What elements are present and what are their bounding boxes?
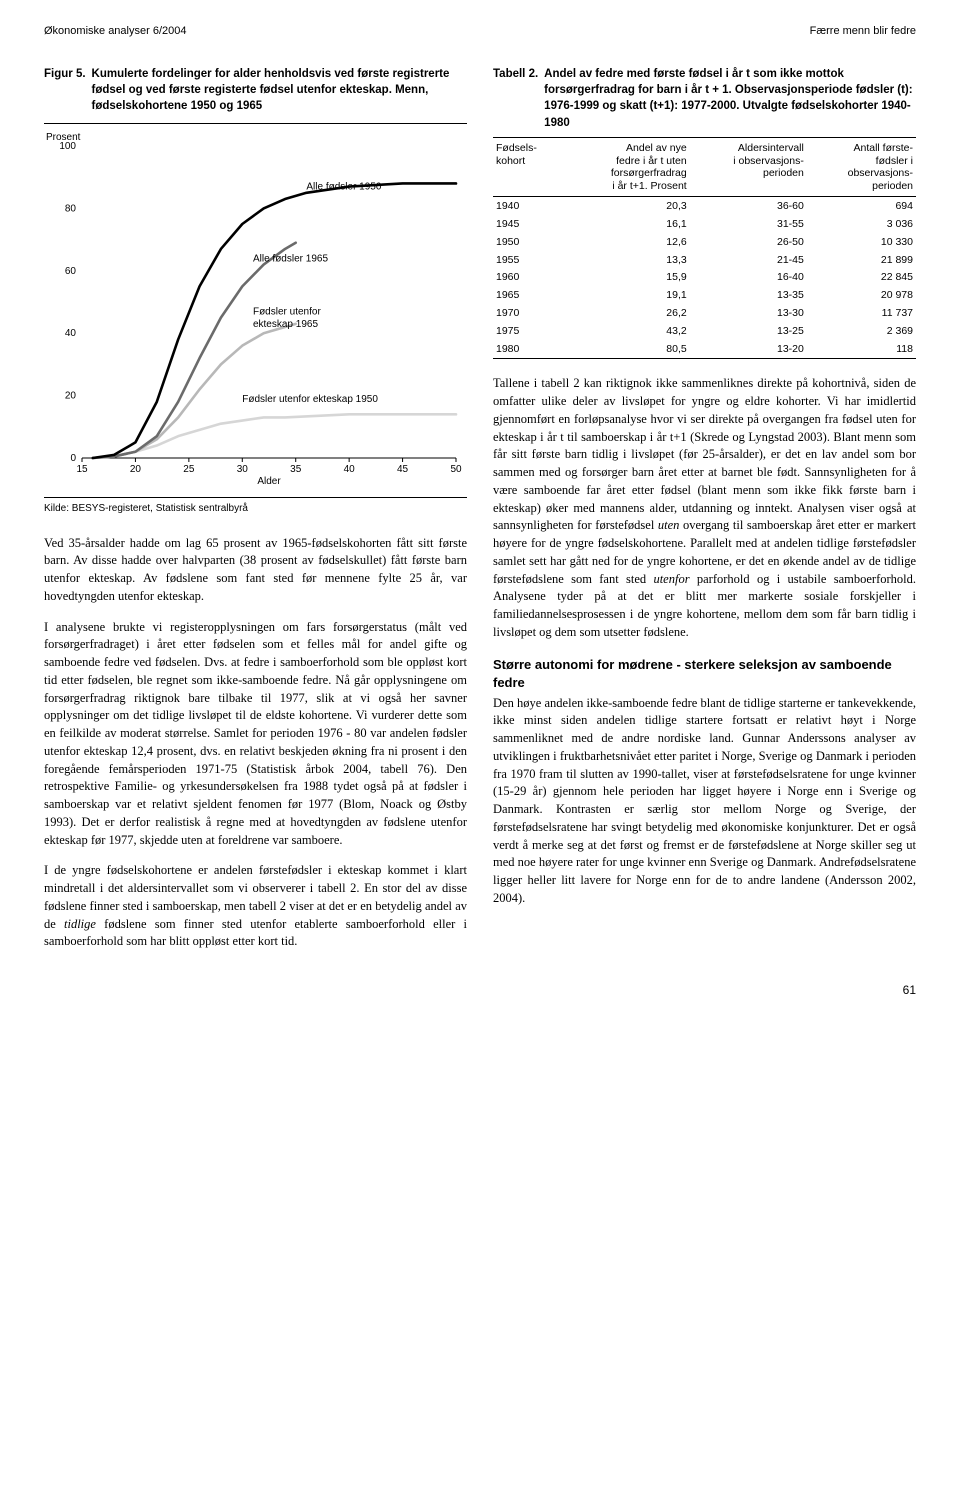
section-heading: Større autonomi for mødrene - sterkere s… (493, 656, 916, 693)
table-cell: 20,3 (565, 197, 690, 215)
svg-text:80: 80 (65, 203, 77, 214)
table-cell: 13,3 (565, 251, 690, 269)
table-cell: 1940 (493, 197, 565, 215)
header-right: Færre menn blir fedre (810, 24, 916, 40)
svg-text:30: 30 (237, 464, 249, 475)
table-cell: 2 369 (807, 323, 916, 341)
table-col-header: Aldersintervalli observasjons-perioden (690, 137, 807, 196)
table-cell: 20 978 (807, 287, 916, 305)
table-cell: 13-20 (690, 341, 807, 359)
table-cell: 43,2 (565, 323, 690, 341)
table-cell: 1955 (493, 251, 565, 269)
running-header: Økonomiske analyser 6/2004 Færre menn bl… (44, 24, 916, 40)
table-cell: 31-55 (690, 215, 807, 233)
svg-text:Fødsler utenfor ekteskap 1950: Fødsler utenfor ekteskap 1950 (242, 393, 378, 404)
table-cell: 11 737 (807, 305, 916, 323)
svg-text:Alle fødsler 1950: Alle fødsler 1950 (306, 181, 381, 192)
table-cell: 1965 (493, 287, 565, 305)
table-cell: 16-40 (690, 269, 807, 287)
table-row: 198080,513-20118 (493, 341, 916, 359)
table-cell: 13-25 (690, 323, 807, 341)
table-row: 195513,321-4521 899 (493, 251, 916, 269)
table-cell: 16,1 (565, 215, 690, 233)
table-header-row: Fødsels-kohortAndel av nyefedre i år t u… (493, 137, 916, 196)
table-cell: 36-60 (690, 197, 807, 215)
svg-text:40: 40 (65, 328, 77, 339)
data-table: Fødsels-kohortAndel av nyefedre i år t u… (493, 137, 916, 360)
table-cell: 19,1 (565, 287, 690, 305)
paragraph: Den høye andelen ikke-samboende fedre bl… (493, 695, 916, 908)
table-cell: 12,6 (565, 233, 690, 251)
two-column-layout: Figur 5. Kumulerte fordelinger for alder… (44, 66, 916, 964)
table-cell: 13-35 (690, 287, 807, 305)
right-body-text-1: Tallene i tabell 2 kan riktignok ikke sa… (493, 375, 916, 641)
table-cell: 10 330 (807, 233, 916, 251)
svg-text:40: 40 (344, 464, 356, 475)
table-cell: 1980 (493, 341, 565, 359)
table-cell: 118 (807, 341, 916, 359)
svg-text:Fødsler utenfor: Fødsler utenfor (253, 306, 321, 317)
figure-caption: Kumulerte fordelinger for alder henholds… (92, 66, 467, 115)
svg-text:20: 20 (130, 464, 142, 475)
left-body-text: Ved 35-årsalder hadde om lag 65 prosent … (44, 535, 467, 952)
table-row: 195012,626-5010 330 (493, 233, 916, 251)
table-cell: 1970 (493, 305, 565, 323)
table-row: 194020,336-60694 (493, 197, 916, 215)
svg-text:0: 0 (70, 453, 76, 464)
figure-source: Kilde: BESYS-registeret, Statistisk sent… (44, 502, 467, 516)
table-col-header: Andel av nyefedre i år t utenforsørgerfr… (565, 137, 690, 196)
table-row: 196015,916-4022 845 (493, 269, 916, 287)
table-col-header: Antall første-fødsler iobservasjons-peri… (807, 137, 916, 196)
paragraph: I analysene brukte vi registeropplysning… (44, 619, 467, 850)
table-cell: 80,5 (565, 341, 690, 359)
svg-text:100: 100 (59, 141, 76, 152)
table-row: 197543,213-252 369 (493, 323, 916, 341)
table-cell: 26,2 (565, 305, 690, 323)
table-row: 194516,131-553 036 (493, 215, 916, 233)
table-cell: 13-30 (690, 305, 807, 323)
table-cell: 15,9 (565, 269, 690, 287)
svg-text:Alle fødsler 1965: Alle fødsler 1965 (253, 253, 328, 264)
table-cell: 1950 (493, 233, 565, 251)
paragraph: Tallene i tabell 2 kan riktignok ikke sa… (493, 375, 916, 641)
svg-text:ekteskap 1965: ekteskap 1965 (253, 319, 318, 330)
paragraph: I de yngre fødselskohortene er andelen f… (44, 862, 467, 951)
right-body-text-2: Den høye andelen ikke-samboende fedre bl… (493, 695, 916, 908)
table-number: Tabell 2. (493, 66, 538, 131)
right-column: Tabell 2. Andel av fedre med første føds… (493, 66, 916, 964)
svg-text:45: 45 (397, 464, 409, 475)
page-number: 61 (44, 982, 916, 999)
table-cell: 694 (807, 197, 916, 215)
table-cell: 1945 (493, 215, 565, 233)
svg-text:15: 15 (76, 464, 88, 475)
figure-chart: Prosent0204060801001520253035404550Alder… (44, 123, 467, 499)
figure-number: Figur 5. (44, 66, 86, 115)
svg-text:25: 25 (183, 464, 195, 475)
header-left: Økonomiske analyser 6/2004 (44, 24, 186, 40)
line-chart-svg: Prosent0204060801001520253035404550Alder… (44, 128, 464, 488)
svg-text:20: 20 (65, 390, 77, 401)
table-row: 197026,213-3011 737 (493, 305, 916, 323)
figure-title: Figur 5. Kumulerte fordelinger for alder… (44, 66, 467, 115)
table-cell: 21-45 (690, 251, 807, 269)
table-row: 196519,113-3520 978 (493, 287, 916, 305)
table-title: Tabell 2. Andel av fedre med første føds… (493, 66, 916, 131)
svg-text:Alder: Alder (257, 476, 281, 487)
svg-text:50: 50 (450, 464, 462, 475)
paragraph: Ved 35-årsalder hadde om lag 65 prosent … (44, 535, 467, 606)
table-cell: 1975 (493, 323, 565, 341)
table-cell: 22 845 (807, 269, 916, 287)
svg-text:60: 60 (65, 265, 77, 276)
table-cell: 26-50 (690, 233, 807, 251)
table-cell: 1960 (493, 269, 565, 287)
table-body: 194020,336-60694194516,131-553 036195012… (493, 197, 916, 359)
table-cell: 21 899 (807, 251, 916, 269)
left-column: Figur 5. Kumulerte fordelinger for alder… (44, 66, 467, 964)
svg-text:35: 35 (290, 464, 302, 475)
table-caption: Andel av fedre med første fødsel i år t … (544, 66, 916, 131)
table-cell: 3 036 (807, 215, 916, 233)
table-col-header: Fødsels-kohort (493, 137, 565, 196)
